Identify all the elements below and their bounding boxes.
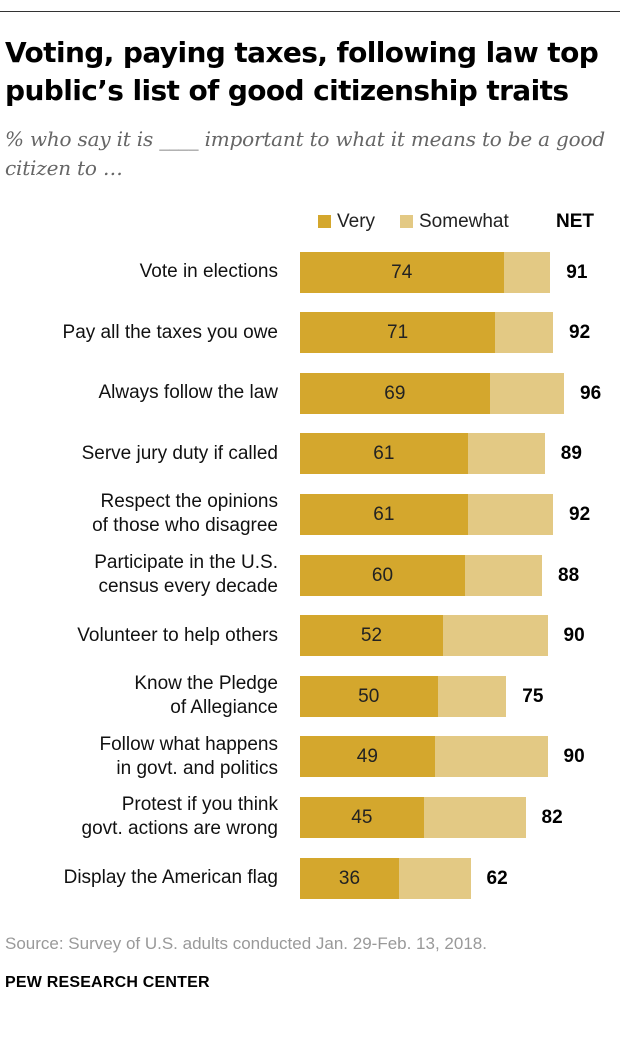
legend-swatch-somewhat — [400, 215, 413, 228]
bar-somewhat — [399, 857, 471, 899]
chart-subtitle: % who say it is ____ important to what i… — [5, 127, 605, 180]
legend-swatch-very — [318, 215, 331, 228]
legend-label-somewhat: Somewhat — [419, 211, 509, 232]
bar-somewhat — [467, 493, 553, 535]
bar-very — [300, 675, 438, 717]
category-label: Serve jury duty if called — [81, 442, 278, 464]
bar-somewhat — [495, 312, 553, 354]
category-label: Pay all the taxes you owe — [62, 321, 278, 343]
bar-very — [300, 251, 504, 293]
category-label: Vote in elections — [139, 261, 278, 282]
bar-very — [300, 493, 468, 535]
bar-very — [300, 615, 443, 657]
bar-somewhat — [434, 736, 548, 778]
brand-label: PEW RESEARCH CENTER — [5, 974, 210, 991]
net-value-label: 92 — [569, 503, 591, 525]
bar-very — [300, 554, 465, 596]
value-label-very: 52 — [360, 625, 383, 647]
category-label: Participate in the U.S. census every dec… — [94, 552, 278, 597]
value-label-very: 69 — [384, 382, 406, 404]
legend: Very Somewhat NET — [0, 210, 620, 236]
value-label-very: 61 — [373, 503, 395, 525]
category-label: Know the Pledge of Allegiance — [134, 673, 278, 719]
bar-chart: Vote in elections 74 91 Pay all the taxes y… — [0, 240, 620, 920]
top-rule — [0, 11, 620, 12]
value-label-very: 71 — [387, 322, 409, 344]
category-label: Respect the opinions of those who disagr… — [92, 491, 278, 537]
net-value-label: 90 — [563, 746, 585, 768]
bar-somewhat — [503, 251, 551, 293]
net-value-label: 96 — [580, 382, 602, 404]
value-label-very: 50 — [358, 685, 380, 707]
value-label-very: 60 — [371, 564, 394, 586]
bar-very — [300, 372, 490, 414]
bar-very — [300, 433, 468, 475]
bar-somewhat — [465, 554, 542, 596]
chart-title: Voting, paying taxes, following law top … — [5, 36, 599, 107]
bar-somewhat — [437, 675, 507, 717]
net-value-label: 91 — [566, 261, 588, 283]
net-value-label: 75 — [522, 685, 544, 707]
bar-very — [300, 736, 435, 778]
net-value-label: 88 — [558, 564, 580, 586]
value-label-very: 74 — [391, 261, 413, 283]
legend-label-very: Very — [337, 211, 376, 232]
legend-label-net: NET — [556, 211, 594, 232]
net-value-label: 62 — [486, 867, 508, 889]
category-label: Volunteer to help others — [77, 624, 278, 646]
net-value-label: 92 — [569, 322, 591, 344]
category-label: Protest if you think govt. actions are w… — [81, 794, 278, 840]
net-value-label: 82 — [541, 806, 563, 828]
net-value-label: 89 — [560, 443, 582, 465]
category-label: Always follow the law — [98, 382, 278, 404]
bar-very — [300, 796, 424, 838]
value-label-very: 49 — [356, 746, 378, 768]
bar-somewhat — [423, 796, 526, 838]
bar-somewhat — [467, 433, 545, 475]
bar-very — [300, 857, 399, 899]
bar-somewhat — [489, 372, 564, 414]
category-label: Display the American flag — [63, 867, 278, 888]
value-label-very: 36 — [338, 867, 361, 889]
net-value-label: 90 — [563, 625, 585, 647]
bar-very — [300, 312, 496, 354]
value-label-very: 45 — [351, 806, 373, 828]
category-label: Follow what happens in govt. and politic… — [99, 733, 279, 779]
source-note: Source: Survey of U.S. adults conducted … — [5, 934, 487, 953]
value-label-very: 61 — [373, 443, 395, 465]
bar-somewhat — [443, 615, 548, 657]
